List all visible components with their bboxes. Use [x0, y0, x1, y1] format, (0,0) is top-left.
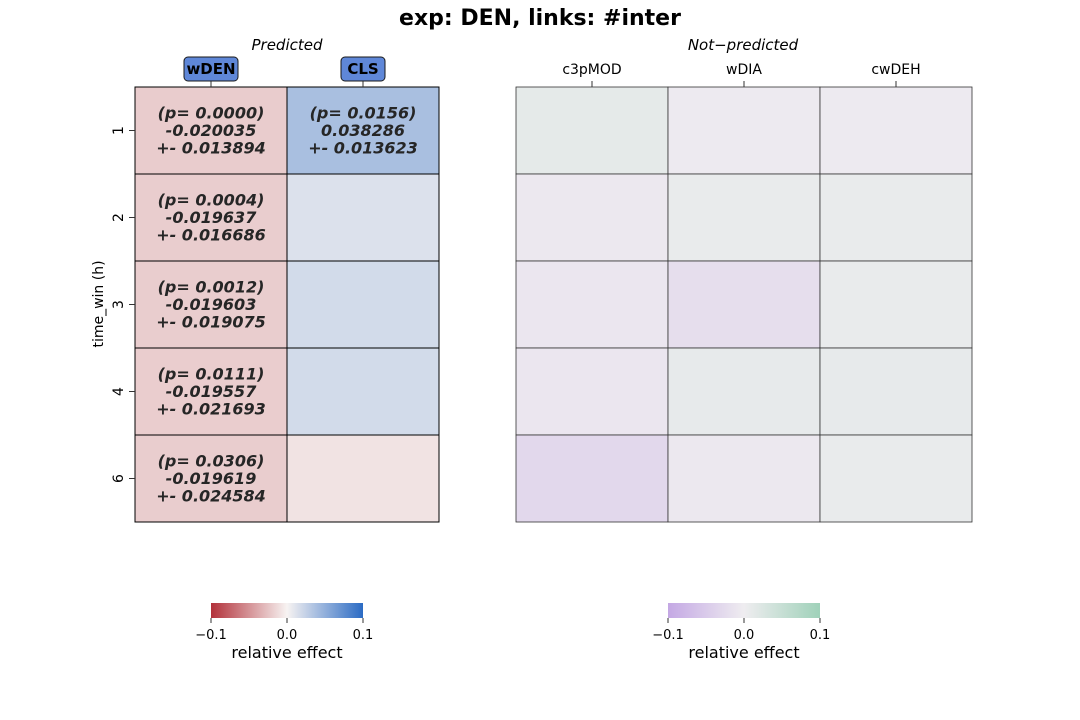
- predicted-colorbar: [211, 603, 363, 618]
- heatmap-cells: [134, 86, 973, 523]
- row-label-4: 6: [111, 474, 127, 483]
- cell-annotation-r1-c0-line1: -0.019637: [166, 208, 258, 227]
- row-label-0: 1: [111, 126, 127, 135]
- column-label-predicted-0: wDEN: [186, 60, 235, 78]
- heatmap-cell-not_predicted-r1-c1: [667, 173, 821, 262]
- row-label-2: 3: [111, 300, 127, 309]
- colorbar-tick-label-predicted-1: 0.0: [277, 628, 298, 643]
- row-label-1: 2: [111, 213, 127, 222]
- cell-annotation-r3-c0-line1: -0.019557: [166, 382, 258, 401]
- heatmap-cell-predicted-r1-c0: [134, 173, 288, 262]
- cell-annotation-r1-c0-line0: (p= 0.0004): [158, 191, 265, 210]
- chart-title: exp: DEN, links: #inter: [399, 6, 681, 31]
- heatmap-cell-not_predicted-r0-c2: [819, 86, 973, 175]
- heatmap-cell-not_predicted-r1-c0: [515, 173, 669, 262]
- heatmap-cell-predicted-r1-c1: [286, 173, 440, 262]
- heatmap-cell-not_predicted-r4-c0: [515, 434, 669, 523]
- column-label-badge-1: [340, 56, 386, 82]
- column-label-badge-0: [183, 56, 239, 82]
- predicted-colorbar-label: relative effect: [231, 643, 342, 662]
- cell-annotation-r4-c0-line1: -0.019619: [166, 469, 257, 488]
- cell-annotation-r3-c0-line2: +- 0.021693: [156, 400, 266, 419]
- column-label-not_predicted-2: cwDEH: [871, 62, 920, 78]
- predicted-panel-title: Predicted: [251, 36, 322, 54]
- heatmap-cell-not_predicted-r2-c0: [515, 260, 669, 349]
- heatmap-cell-not_predicted-r1-c2: [819, 173, 973, 262]
- colorbar-ticks: −0.1 0.0 0.1 −0.1 0.0 0.1: [195, 618, 830, 643]
- cell-annotation-r0-c1-line0: (p= 0.0156): [310, 104, 417, 123]
- cell-annotation-r0-c1-line1: 0.038286: [321, 121, 405, 140]
- heatmap-cell-predicted-r3-c1: [286, 347, 440, 436]
- cell-annotation-r1-c0-line2: +- 0.016686: [156, 226, 266, 245]
- cell-annotation-r4-c0-line0: (p= 0.0306): [158, 452, 265, 471]
- colorbar-tick-label-predicted-0: −0.1: [195, 628, 227, 643]
- heatmap-cell-not_predicted-r2-c2: [819, 260, 973, 349]
- cell-annotation-r2-c0-line1: -0.019603: [166, 295, 257, 314]
- not-predicted-colorbar: [668, 603, 820, 618]
- heatmap-cell-not_predicted-r3-c2: [819, 347, 973, 436]
- colorbar-tick-label-predicted-2: 0.1: [353, 628, 374, 643]
- column-label-not_predicted-1: wDIA: [726, 62, 762, 78]
- cell-annotation-r3-c0-line0: (p= 0.0111): [158, 365, 265, 384]
- column-label-predicted-1: CLS: [347, 60, 378, 78]
- heatmap-cell-not_predicted-r4-c2: [819, 434, 973, 523]
- cell-annotation-r4-c0-line2: +- 0.024584: [156, 487, 266, 506]
- not-predicted-panel-title: Not−predicted: [688, 36, 799, 54]
- cell-annotation-r2-c0-line2: +- 0.019075: [156, 313, 266, 332]
- cell-annotation-r0-c1-line2: +- 0.013623: [308, 139, 418, 158]
- cell-annotation-r0-c0-line0: (p= 0.0000): [158, 104, 265, 123]
- heatmap-cell-predicted-r4-c1: [286, 434, 440, 523]
- axis-ticks: wDEN CLS c3pMOD wDIA cwDEH 1 2 3 4 6: [111, 56, 921, 483]
- colorbar-tick-label-not_predicted-0: −0.1: [652, 628, 684, 643]
- heatmap-cell-not_predicted-r0-c0: [515, 86, 669, 175]
- cell-annotation-r0-c0-line1: -0.020035: [166, 121, 257, 140]
- heatmap-cell-not_predicted-r2-c1: [667, 260, 821, 349]
- cell-annotation-r0-c0-line2: +- 0.013894: [156, 139, 266, 158]
- heatmap-cell-predicted-r2-c0: [134, 260, 288, 349]
- cell-annotations: (p= 0.0000)-0.020035+- 0.013894 (p= 0.015…: [156, 104, 418, 506]
- heatmap-cell-not_predicted-r0-c1: [667, 86, 821, 175]
- colorbar-tick-label-not_predicted-1: 0.0: [734, 628, 755, 643]
- column-label-not_predicted-0: c3pMOD: [562, 62, 621, 78]
- cell-annotation-r2-c0-line0: (p= 0.0012): [158, 278, 265, 297]
- colorbar-tick-label-not_predicted-2: 0.1: [810, 628, 831, 643]
- heatmap-cell-not_predicted-r3-c1: [667, 347, 821, 436]
- heatmap-cell-not_predicted-r4-c1: [667, 434, 821, 523]
- y-axis-label: time_win (h): [91, 260, 107, 347]
- heatmap-cell-not_predicted-r3-c0: [515, 347, 669, 436]
- row-label-3: 4: [111, 387, 127, 396]
- heatmap-cell-predicted-r0-c1: [286, 86, 440, 175]
- heatmap-cell-predicted-r0-c0: [134, 86, 288, 175]
- not-predicted-colorbar-label: relative effect: [688, 643, 799, 662]
- heatmap-cell-predicted-r2-c1: [286, 260, 440, 349]
